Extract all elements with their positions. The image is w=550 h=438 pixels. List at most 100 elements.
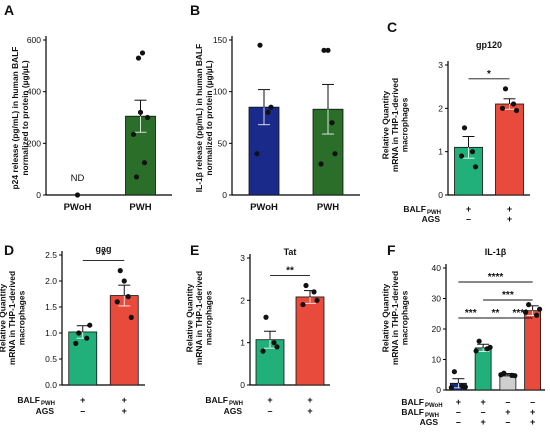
significance-label: * <box>102 251 106 262</box>
data-point <box>469 149 476 155</box>
y-tick-label: 50 <box>218 138 228 148</box>
data-point <box>332 151 338 157</box>
data-point <box>318 161 324 167</box>
data-point <box>268 104 274 110</box>
y-tick-label: 0.5 <box>45 354 57 364</box>
y-tick-label: 10 <box>432 355 442 365</box>
data-point <box>257 42 263 48</box>
condition-sign: + <box>530 407 535 417</box>
y-tick-label: 1.0 <box>45 328 57 338</box>
condition-row-label: BALF <box>401 407 424 417</box>
condition-sign: + <box>507 214 512 224</box>
data-point <box>512 373 518 379</box>
data-point <box>321 47 327 53</box>
condition-row-label: BALF <box>401 397 424 407</box>
panel-e: E Tat Relative QuantitymRNA in THP-1-deriv… <box>184 242 330 416</box>
condition-sign: + <box>530 417 535 427</box>
y-axis-label-line: macrophages <box>400 290 410 345</box>
data-point <box>114 299 120 305</box>
panel-letter: D <box>4 242 14 258</box>
condition-sign: – <box>80 406 85 416</box>
y-tick-label: 150 <box>213 35 227 45</box>
panel-letter: B <box>190 2 200 18</box>
condition-row-subscript: PWH <box>425 413 439 419</box>
condition-sign: – <box>456 407 461 417</box>
y-axis-label: Relative QuantitymRNA in THP-1-derivedma… <box>184 271 213 365</box>
data-point <box>526 302 532 308</box>
data-point <box>537 306 543 312</box>
y-tick-label: 0 <box>36 190 41 200</box>
y-axis-label-line: mRNA in THP-1-derived <box>390 271 400 365</box>
condition-row-label: AGS <box>36 406 55 416</box>
y-axis-label-line: macrophages <box>204 290 214 345</box>
data-point <box>139 50 146 56</box>
condition-row-label: AGS <box>224 406 243 416</box>
data-point <box>87 322 93 328</box>
y-tick-label: 0 <box>240 380 245 390</box>
data-point <box>498 372 504 378</box>
category-label: PWH <box>317 202 339 213</box>
condition-sign: – <box>466 214 471 224</box>
data-point <box>451 369 457 375</box>
y-axis-label-line: IL-1β release (pg/mL) in human BALF <box>194 44 204 192</box>
data-point <box>125 294 131 300</box>
y-axis-label-line: macrophages <box>400 97 410 152</box>
bar <box>295 296 325 386</box>
y-axis-label-line: Relative Quantity <box>184 283 194 352</box>
y-tick-label: 1 <box>438 147 443 157</box>
y-tick-label: 3 <box>438 60 443 70</box>
significance-label: *** <box>465 308 477 319</box>
condition-sign: + <box>267 395 272 405</box>
data-point <box>74 192 81 198</box>
condition-sign: + <box>80 395 85 405</box>
y-tick-label: 2 <box>438 103 443 113</box>
bar <box>109 295 139 386</box>
data-point <box>133 174 140 180</box>
data-point <box>303 282 309 289</box>
data-point <box>130 131 137 137</box>
data-point <box>461 125 468 131</box>
data-point <box>325 47 331 53</box>
chart-title: IL-1β <box>485 247 507 257</box>
condition-sign: + <box>480 417 485 427</box>
significance-label: **** <box>512 308 528 319</box>
data-point <box>448 384 454 391</box>
data-point <box>314 297 320 303</box>
y-tick-label: 1.5 <box>45 302 57 312</box>
y-tick-label: 0 <box>438 190 443 200</box>
data-point <box>121 278 127 284</box>
condition-sign: + <box>507 204 512 214</box>
y-axis-label-line: mRNA in THP-1-derived <box>390 78 400 172</box>
y-tick-label: 100 <box>213 87 227 97</box>
condition-row-label: AGS <box>422 214 441 224</box>
panel-letter: A <box>4 2 14 18</box>
data-point <box>128 314 134 320</box>
significance-label: **** <box>488 272 504 283</box>
data-point <box>458 153 465 159</box>
significance-label: * <box>487 69 491 80</box>
category-label: PWH <box>129 202 151 213</box>
y-tick-label: 2.0 <box>45 276 57 286</box>
data-point <box>534 312 540 318</box>
y-axis-label-line: mRNA in THP-1-derived <box>7 271 17 365</box>
bar <box>495 103 524 196</box>
data-point <box>265 109 271 115</box>
panel-f: F IL-1β Relative QuantitymRNA in THP-1-der… <box>380 242 545 427</box>
condition-sign: + <box>480 397 485 407</box>
condition-sign: – <box>530 397 535 407</box>
condition-row-label: AGS <box>420 417 439 427</box>
condition-sign: + <box>122 406 127 416</box>
y-tick-label: 2.5 <box>45 250 57 260</box>
y-axis-label: Relative QuantitymRNA in THP-1-derivedma… <box>380 271 409 365</box>
bar <box>524 310 542 391</box>
y-axis-label-line: normalized to protein (µg/µL) <box>20 60 30 175</box>
y-tick-label: 600 <box>27 35 41 45</box>
y-axis-label: Relative QuantitymRNA in THP-1-derivedma… <box>0 271 27 365</box>
condition-row-label: BALF <box>403 204 426 214</box>
data-point <box>329 120 335 126</box>
condition-sign: – <box>481 407 486 417</box>
data-point <box>510 101 517 107</box>
condition-row-subscript: PWH <box>427 210 441 216</box>
condition-sign: + <box>505 407 510 417</box>
